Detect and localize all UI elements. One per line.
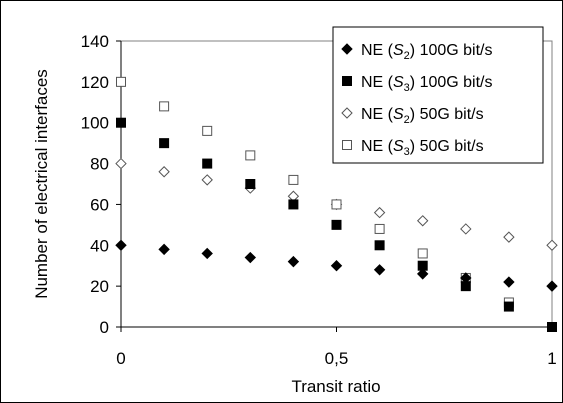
data-point (245, 179, 256, 189)
data-point (503, 231, 515, 243)
x-tick-label: 0 (116, 349, 125, 368)
y-tick-label: 140 (81, 32, 109, 51)
x-tick-label: 1 (547, 349, 556, 368)
data-point (416, 268, 429, 280)
legend-marker (341, 43, 353, 55)
legend-marker (341, 107, 353, 119)
y-tick-label: 40 (90, 236, 109, 255)
legend: NE (S2) 100G bit/s NE (S3) 100G bit/s NE (… (332, 26, 544, 164)
y-tick-label: 120 (81, 73, 109, 92)
legend-box (332, 26, 544, 164)
data-point (288, 174, 299, 185)
data-point (503, 276, 515, 288)
legend-label: NE (S2) 100G bit/s (361, 42, 493, 62)
data-point (245, 150, 256, 161)
data-point (373, 206, 386, 219)
data-point (547, 322, 557, 332)
data-point (331, 219, 342, 230)
y-tick-label: 0 (100, 318, 109, 337)
legend-label: NE (S3) 50G bit/s (361, 138, 484, 158)
data-point (159, 101, 170, 112)
data-point (417, 248, 428, 259)
data-point (116, 76, 126, 87)
data-point (201, 174, 213, 186)
y-tick-label: 100 (81, 114, 109, 133)
x-tick-group: 0 0,5 1 (116, 327, 557, 368)
data-point (244, 251, 257, 264)
data-point (115, 239, 127, 251)
data-point (330, 260, 343, 272)
data-point (460, 281, 471, 292)
data-point (460, 223, 472, 235)
data-point (158, 166, 170, 178)
legend-label: NE (S2) 50G bit/s (361, 106, 484, 126)
data-point (374, 223, 385, 234)
data-point (116, 117, 126, 128)
data-point (373, 264, 386, 276)
data-point (288, 199, 299, 210)
y-tick-group: 0 20 40 60 80 100 120 140 (81, 32, 121, 337)
x-tick-label: 0,5 (325, 349, 349, 368)
x-axis-title: Transit ratio (291, 377, 380, 396)
legend-marker (342, 76, 352, 86)
data-point (417, 260, 428, 271)
y-tick-label: 80 (90, 155, 109, 174)
data-point (287, 255, 300, 268)
y-tick-label: 60 (90, 195, 109, 214)
data-point (546, 280, 558, 292)
data-points (115, 76, 558, 332)
legend-marker (342, 140, 352, 150)
data-point (416, 215, 429, 227)
data-point (159, 138, 170, 149)
data-point (115, 157, 127, 170)
y-tick-label: 20 (90, 277, 109, 296)
data-point (158, 243, 170, 256)
y-axis-title: Number of electrical interfaces (32, 69, 51, 299)
data-point (202, 125, 213, 136)
data-point (374, 240, 385, 251)
legend-label: NE (S3) 100G bit/s (361, 74, 493, 94)
data-point (546, 239, 558, 251)
data-point (331, 199, 342, 210)
data-point (202, 158, 213, 169)
data-point (503, 301, 514, 312)
data-point (201, 247, 213, 260)
